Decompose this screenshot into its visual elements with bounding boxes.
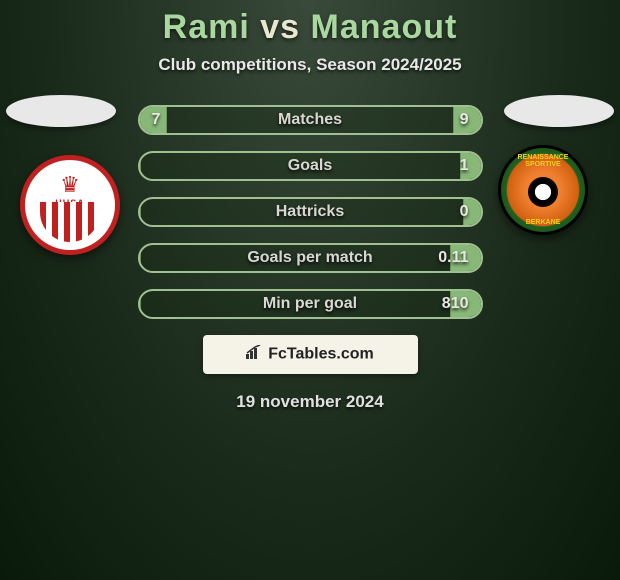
- stat-value-right: 810: [430, 291, 481, 317]
- competition-subtitle: Club competitions, Season 2024/2025: [0, 55, 620, 75]
- soccer-ball-icon: [529, 178, 557, 206]
- stats-bar-list: 7Matches9 Goals1 Hattricks0 Goals per match…: [138, 105, 483, 319]
- team-crest-right: RENAISSANCE SPORTIVE BERKANE: [498, 145, 598, 265]
- chart-icon: [246, 345, 264, 364]
- crest-right-arc-top: RENAISSANCE SPORTIVE: [501, 154, 585, 168]
- crown-icon: ♛: [60, 172, 80, 198]
- stat-value-right: 9: [448, 107, 481, 133]
- comparison-title: Rami vs Manaout: [0, 0, 620, 47]
- stat-bar: Min per goal810: [138, 289, 483, 319]
- comparison-panel: ♛ HUSA RENAISSANCE SPORTIVE BERKANE 7Mat…: [0, 105, 620, 412]
- stat-value-right: 0.11: [426, 245, 480, 271]
- brand-badge: FcTables.com: [203, 335, 418, 374]
- stat-label: Hattricks: [140, 199, 481, 225]
- team-crest-left: ♛ HUSA: [20, 155, 120, 275]
- ellipse-decor-right: [504, 95, 614, 127]
- stat-value-right: 1: [448, 153, 481, 179]
- stat-label: Matches: [140, 107, 481, 133]
- ellipse-decor-left: [6, 95, 116, 127]
- player2-name: Manaout: [311, 8, 458, 46]
- stat-bar: Hattricks0: [138, 197, 483, 227]
- brand-text: FcTables.com: [268, 346, 374, 363]
- player1-name: Rami: [163, 8, 250, 46]
- crest-right-arc-bottom: BERKANE: [501, 219, 585, 226]
- stat-label: Goals: [140, 153, 481, 179]
- stat-bar: Goals1: [138, 151, 483, 181]
- crest-stripes-icon: [40, 202, 100, 242]
- snapshot-date: 19 november 2024: [0, 392, 620, 412]
- stat-value-right: 0: [448, 199, 481, 225]
- vs-separator: vs: [260, 8, 300, 46]
- stat-bar: 7Matches9: [138, 105, 483, 135]
- stat-bar: Goals per match0.11: [138, 243, 483, 273]
